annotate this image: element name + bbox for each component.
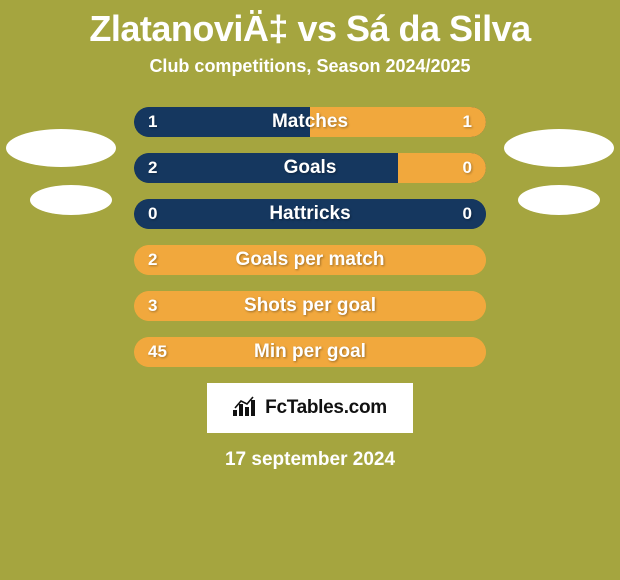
stat-row: Hattricks0 0: [134, 199, 486, 229]
stat-row: Matches1 1: [134, 107, 486, 137]
stat-row: Min per goal45: [134, 337, 486, 367]
fctables-logo-icon: [233, 396, 259, 421]
stat-value-right: 0: [463, 199, 472, 229]
stat-value-right: 1: [463, 107, 472, 137]
stat-row: Goals per match2: [134, 245, 486, 275]
stat-label: Matches: [134, 107, 486, 137]
date-line: 17 september 2024: [0, 449, 620, 471]
comparison-bars: Matches11Goals20Hattricks00Goals per mat…: [134, 107, 486, 367]
stat-value-left: 1: [148, 107, 157, 137]
stat-value-left: 45: [148, 337, 167, 367]
stat-row: Shots per goal3: [134, 291, 486, 321]
source-banner: FcTables.com: [207, 383, 413, 433]
stat-label: Shots per goal: [134, 291, 486, 321]
stat-value-right: 0: [463, 153, 472, 183]
stat-row: Goals2 0: [134, 153, 486, 183]
player2-name: Sá da Silva: [346, 8, 531, 49]
stat-label: Goals per match: [134, 245, 486, 275]
subtitle: Club competitions, Season 2024/2025: [0, 56, 620, 77]
stat-value-left: 2: [148, 245, 157, 275]
stat-label: Min per goal: [134, 337, 486, 367]
page-title: ZlatanoviÄ‡ vs Sá da Silva: [0, 8, 620, 50]
player2-club-badge: [518, 185, 600, 215]
stat-label: Hattricks: [134, 199, 486, 229]
player1-club-badge: [30, 185, 112, 215]
source-banner-text: FcTables.com: [265, 397, 387, 419]
vs-text: vs: [297, 8, 336, 49]
stat-value-left: 3: [148, 291, 157, 321]
player2-avatar: [504, 129, 614, 167]
player1-name: ZlatanoviÄ‡: [89, 8, 288, 49]
player1-avatar: [6, 129, 116, 167]
stat-value-left: 2: [148, 153, 157, 183]
stat-label: Goals: [134, 153, 486, 183]
comparison-body: Matches11Goals20Hattricks00Goals per mat…: [0, 107, 620, 471]
stat-value-left: 0: [148, 199, 157, 229]
header: ZlatanoviÄ‡ vs Sá da Silva Club competit…: [0, 0, 620, 81]
